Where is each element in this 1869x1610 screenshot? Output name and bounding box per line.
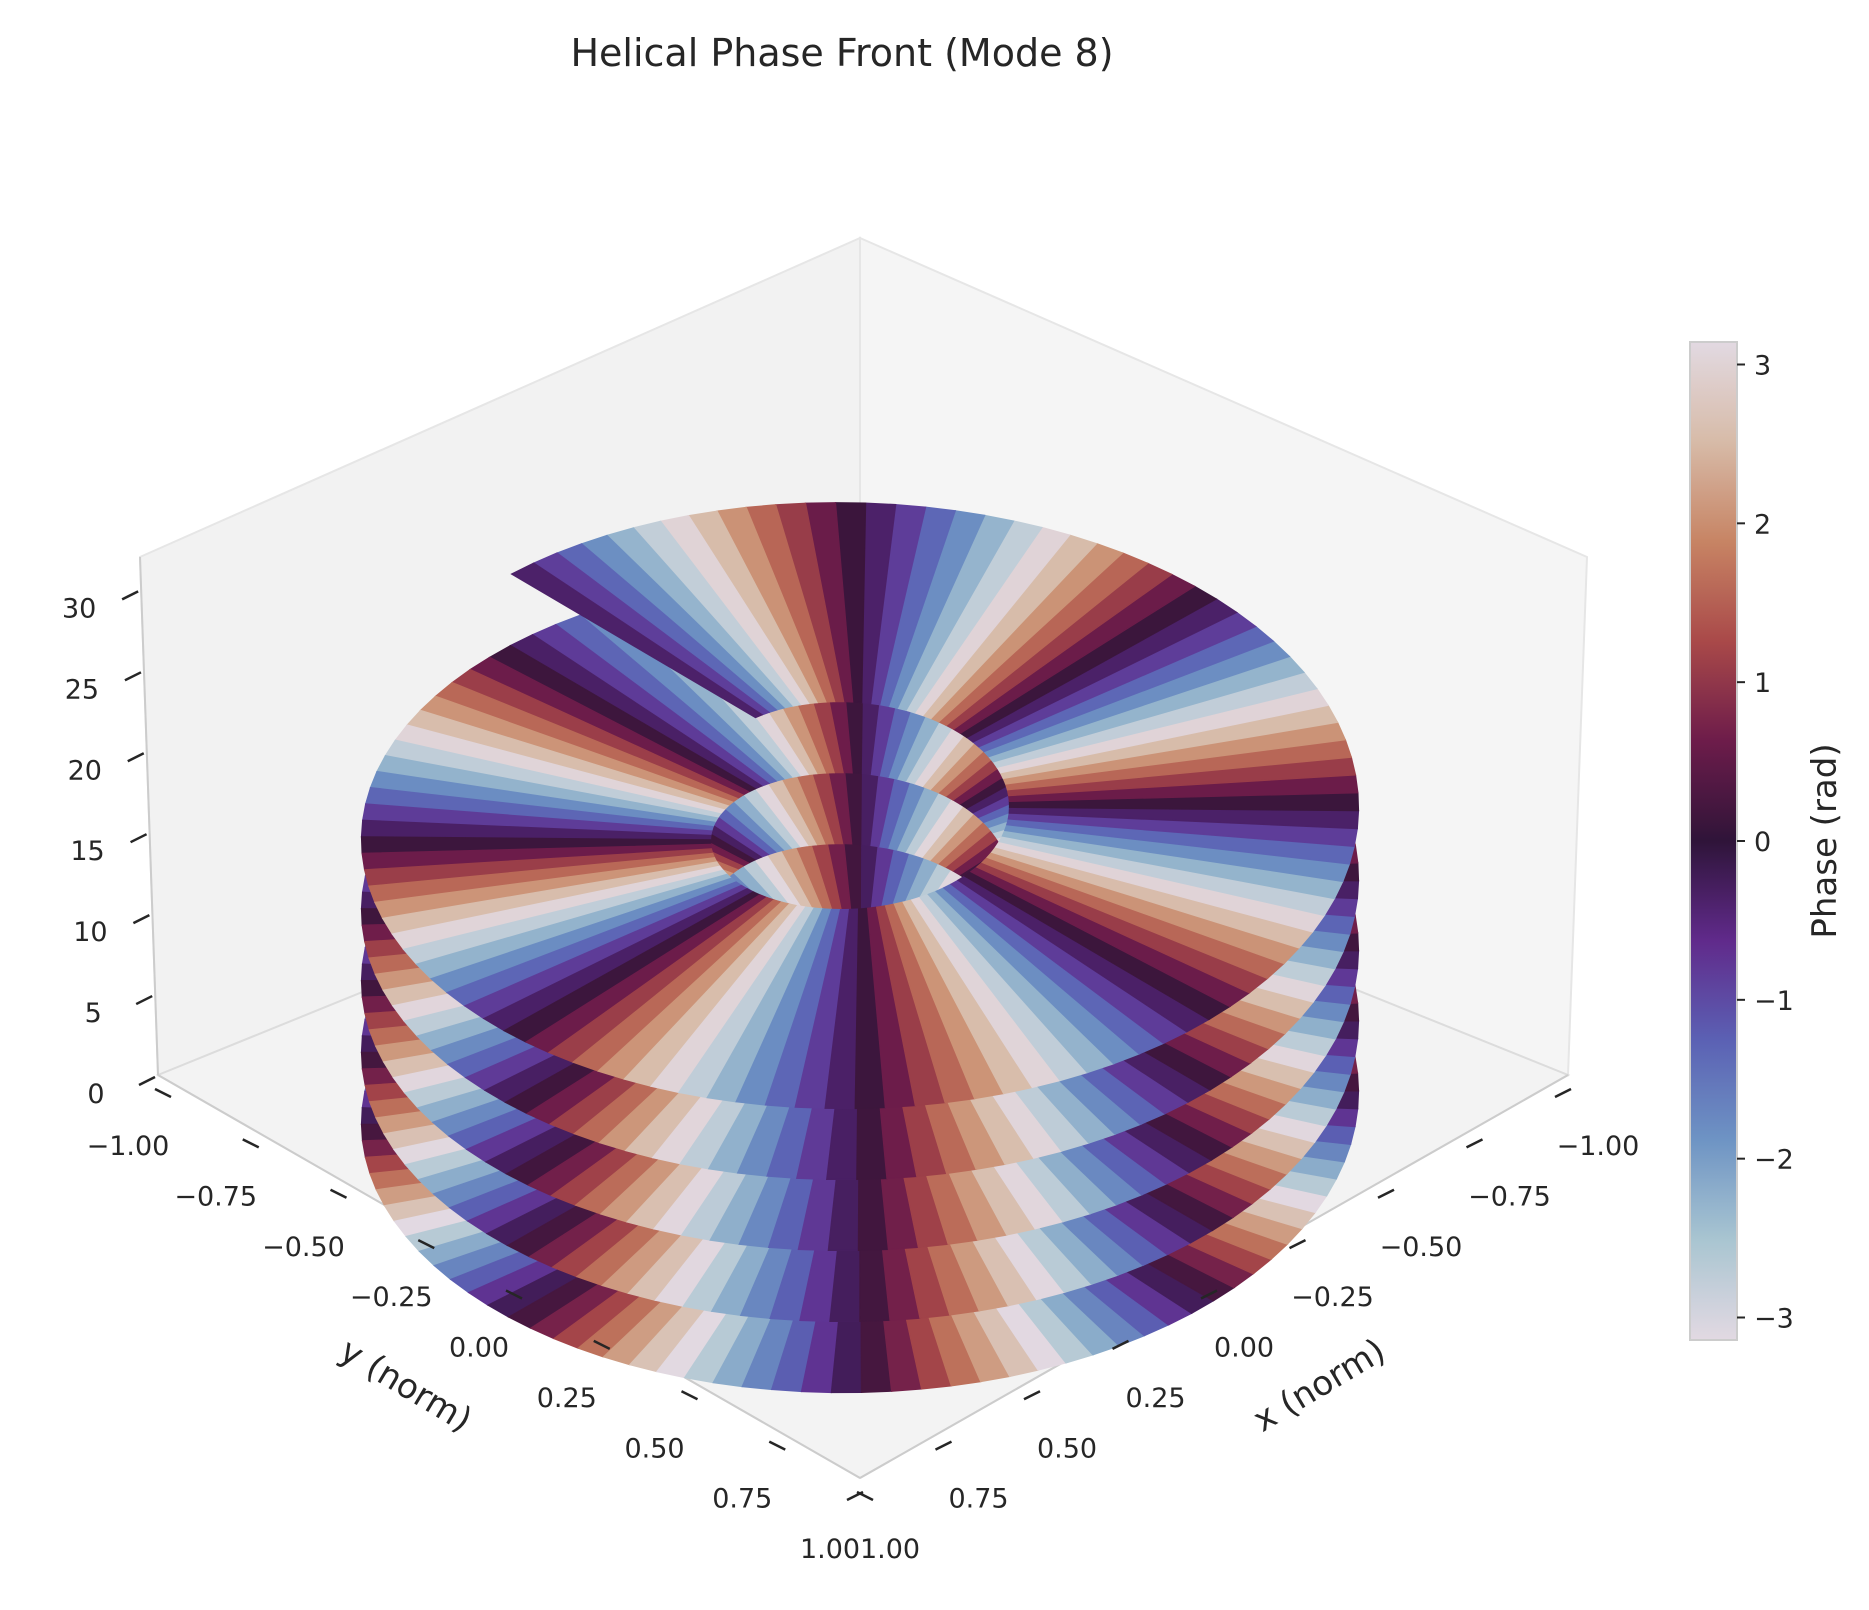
y-tick-label: 0.00 (449, 1333, 509, 1364)
colorbar: −3 −2 −1 0 1 2 3 Phase (rad) (1689, 341, 1845, 1341)
y-tick-label: −1.00 (87, 1131, 170, 1162)
y-tick-label: 0.75 (712, 1484, 772, 1515)
y-tick-mark (505, 1289, 523, 1300)
surface-facet (510, 562, 764, 719)
x-tick-mark (1111, 1339, 1130, 1350)
z-tick-mark (132, 914, 150, 925)
z-tick-label: 30 (62, 593, 96, 624)
colorbar-tick-label: −2 (1754, 1145, 1794, 1176)
x-tick-label: 0.25 (1125, 1383, 1185, 1414)
z-tick-label: 25 (65, 674, 99, 705)
z-tick-mark (135, 994, 153, 1006)
colorbar-tick-label: −3 (1754, 1304, 1794, 1335)
y-tick-label: 0.50 (624, 1433, 684, 1464)
colorbar-gradient (1689, 341, 1738, 1341)
colorbar-ticks: −3 −2 −1 0 1 2 3 (1737, 350, 1794, 1335)
y-tick-mark (154, 1087, 172, 1099)
colorbar-tick-label: 3 (1754, 350, 1771, 381)
y-tick-mark (680, 1390, 699, 1401)
colorbar-tick-label: −1 (1754, 986, 1794, 1017)
x-tick-mark (1023, 1390, 1041, 1401)
z-tick-mark (121, 590, 139, 601)
x-tick-mark (934, 1440, 953, 1451)
x-tick-label: 0.50 (1037, 1433, 1097, 1464)
y-tick-mark (242, 1138, 260, 1149)
y-tick-mark (417, 1239, 435, 1250)
axis-ticks: −1.00−0.75−0.50−0.250.000.250.500.751.00… (62, 590, 1640, 1565)
x-tick-label: −1.00 (1557, 1131, 1640, 1162)
colorbar-tick-label: 2 (1754, 509, 1771, 540)
x-tick-label: 1.00 (860, 1534, 920, 1565)
z-tick-label: 10 (73, 917, 107, 948)
z-tick-label: 0 (87, 1079, 104, 1110)
z-tick-mark (124, 671, 142, 682)
y-tick-label: 0.25 (537, 1383, 597, 1414)
z-tick-mark (127, 752, 145, 763)
helical-surface (360, 502, 1360, 1394)
z-tick-label: 20 (68, 755, 102, 786)
x-tick-label: −0.50 (1380, 1232, 1463, 1263)
y-tick-label: 1.00 (800, 1534, 860, 1565)
chart-title: Helical Phase Front (Mode 8) (570, 31, 1113, 75)
z-tick-mark (130, 833, 148, 844)
y-tick-label: −0.50 (262, 1232, 345, 1263)
y-tick-label: −0.25 (350, 1282, 433, 1313)
y-tick-mark (593, 1339, 611, 1350)
x-tick-mark (846, 1490, 864, 1502)
x-tick-label: 0.75 (948, 1484, 1008, 1515)
x-tick-mark (1377, 1188, 1395, 1199)
z-tick-mark (138, 1075, 156, 1087)
y-tick-label: −0.75 (174, 1181, 257, 1212)
z-axis-line (139, 556, 159, 1076)
colorbar-label: Phase (rad) (1805, 743, 1845, 938)
colorbar-tick-label: 1 (1754, 668, 1771, 699)
y-tick-mark (768, 1440, 786, 1451)
x-tick-label: 0.00 (1214, 1333, 1274, 1364)
z-tick-label: 5 (85, 998, 102, 1029)
z-tick-label: 15 (70, 836, 104, 867)
x-tick-label: −0.75 (1468, 1181, 1551, 1212)
x-tick-mark (1200, 1289, 1218, 1300)
x-tick-mark (1554, 1087, 1572, 1099)
x-tick-mark (1465, 1138, 1484, 1149)
x-tick-mark (1288, 1239, 1307, 1250)
colorbar-tick-label: 0 (1754, 827, 1771, 858)
x-tick-label: −0.25 (1291, 1282, 1374, 1313)
y-tick-mark (329, 1188, 348, 1199)
